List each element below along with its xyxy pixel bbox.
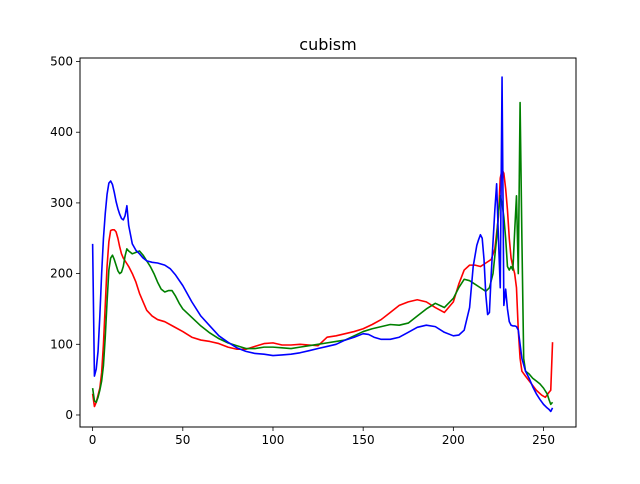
- series-line-1: [91, 168, 554, 408]
- x-tick-label: 150: [352, 433, 375, 447]
- series-line-2: [91, 101, 554, 406]
- y-tick-label: 300: [50, 196, 73, 210]
- x-tick-label: 100: [262, 433, 285, 447]
- x-tick-label: 0: [89, 433, 97, 447]
- y-tick-label: 0: [65, 408, 73, 422]
- chart-title: cubism: [299, 35, 356, 54]
- x-tick-label: 250: [532, 433, 555, 447]
- plot-frame: [79, 57, 577, 428]
- y-tick-label: 400: [50, 125, 73, 139]
- x-tick-label: 200: [442, 433, 465, 447]
- series-layer: [91, 76, 554, 413]
- x-tick-label: 50: [175, 433, 190, 447]
- axis-layer: 0 50 100 150 200 250 0 100 200 300 400 500: [50, 55, 555, 447]
- y-tick-label: 100: [50, 337, 73, 351]
- y-tick-label: 200: [50, 267, 73, 281]
- y-tick-label: 500: [50, 55, 73, 69]
- series-line-3: [91, 76, 554, 413]
